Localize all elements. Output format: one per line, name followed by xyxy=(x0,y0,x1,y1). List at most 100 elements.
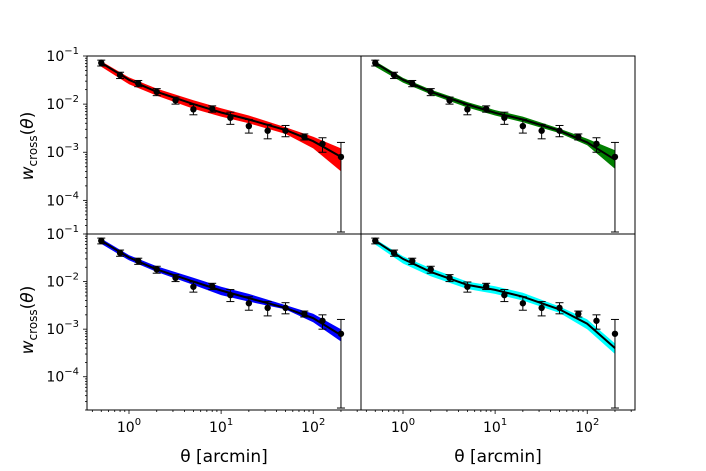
data-marker xyxy=(390,71,398,79)
data-marker xyxy=(611,153,619,161)
data-point xyxy=(555,124,564,138)
data-point xyxy=(171,96,180,105)
x-axis-label-left: θ [arcmin] xyxy=(180,447,268,467)
y-tick-label: 10−2 xyxy=(46,272,79,291)
data-marker xyxy=(464,106,471,113)
x-tick-labels: 100 101 102 100 101 102 xyxy=(117,417,599,436)
data-point xyxy=(281,124,290,138)
panel-2 xyxy=(360,55,636,235)
data-point xyxy=(445,274,454,283)
data-point xyxy=(426,265,435,274)
data-marker xyxy=(593,317,600,324)
data-point xyxy=(336,318,345,409)
data-point xyxy=(574,310,583,318)
y-axis-label-bottom: wcross(θ) xyxy=(18,286,40,355)
data-marker xyxy=(575,310,582,318)
x-tick-label: 100 xyxy=(391,417,415,436)
ticks xyxy=(83,55,87,235)
data-marker xyxy=(519,300,527,307)
data-point xyxy=(281,302,290,315)
data-marker xyxy=(153,88,160,96)
data-marker xyxy=(282,304,289,312)
data-marker xyxy=(482,282,490,290)
x-tick-label: 102 xyxy=(575,417,599,436)
data-point xyxy=(463,104,472,116)
y-tick-label: 10−3 xyxy=(46,319,79,338)
data-point xyxy=(208,282,217,291)
x-axis-label-right: θ [arcmin] xyxy=(454,447,542,467)
data-point xyxy=(244,296,253,311)
data-marker xyxy=(245,122,253,130)
data-point xyxy=(482,282,491,291)
data-marker xyxy=(98,237,105,244)
x-tick-label: 101 xyxy=(483,417,507,436)
model-band xyxy=(375,239,615,354)
data-marker xyxy=(319,140,326,147)
data-marker xyxy=(264,127,271,134)
data-point xyxy=(318,314,327,330)
data-marker xyxy=(98,59,105,67)
model-band xyxy=(101,61,341,172)
data-point xyxy=(134,257,143,265)
data-point xyxy=(116,71,125,80)
data-marker xyxy=(501,291,508,299)
data-marker xyxy=(227,114,234,121)
data-point xyxy=(537,301,546,317)
y-tick-label: 10−4 xyxy=(46,190,79,209)
data-point xyxy=(518,296,527,311)
data-point xyxy=(300,310,309,318)
data-point xyxy=(226,289,235,303)
data-marker xyxy=(538,304,545,312)
data-point xyxy=(537,123,546,140)
data-point xyxy=(300,133,309,141)
data-marker xyxy=(519,122,527,130)
data-marker xyxy=(264,304,271,312)
data-point xyxy=(500,111,509,125)
data-point xyxy=(610,318,619,409)
y-tick-label: 10−4 xyxy=(46,367,79,386)
data-point xyxy=(463,281,472,293)
data-point xyxy=(208,105,217,113)
data-point xyxy=(426,88,435,97)
data-point xyxy=(152,88,161,97)
y-tick-label: 10−1 xyxy=(46,224,79,243)
data-marker xyxy=(556,304,563,312)
data-marker xyxy=(116,249,124,257)
model-line xyxy=(374,239,616,349)
panel-4 xyxy=(360,233,636,414)
data-point xyxy=(226,111,235,125)
y-tick-labels: 10−1 10−2 10−3 10−4 10−1 10−2 10−3 10−4 xyxy=(46,46,79,386)
data-point xyxy=(408,257,417,265)
panel-3 xyxy=(83,233,362,414)
data-point xyxy=(408,79,417,88)
ticks xyxy=(365,410,632,414)
y-axis-label-top: wcross(θ) xyxy=(18,112,40,181)
model-band xyxy=(375,61,615,169)
panels xyxy=(83,55,636,414)
data-point xyxy=(518,118,527,134)
data-marker xyxy=(282,127,289,134)
data-point xyxy=(390,249,399,257)
data-marker xyxy=(409,257,416,265)
data-marker xyxy=(337,153,345,161)
y-tick-label: 10−3 xyxy=(46,142,79,161)
panel-1 xyxy=(83,55,362,235)
data-point xyxy=(336,141,345,233)
data-marker xyxy=(593,140,600,147)
data-point xyxy=(189,104,198,116)
x-tick-label: 101 xyxy=(209,417,233,436)
data-marker xyxy=(172,97,179,104)
data-point xyxy=(371,59,380,67)
data-marker xyxy=(319,317,326,324)
data-marker xyxy=(482,105,490,112)
data-marker xyxy=(227,291,234,299)
data-point xyxy=(244,118,253,134)
data-point xyxy=(555,302,564,315)
y-tick-label: 10−1 xyxy=(46,46,79,65)
data-point xyxy=(134,79,143,88)
data-point xyxy=(445,96,454,105)
data-marker xyxy=(190,283,197,290)
data-marker xyxy=(611,330,619,337)
data-marker xyxy=(446,274,453,282)
